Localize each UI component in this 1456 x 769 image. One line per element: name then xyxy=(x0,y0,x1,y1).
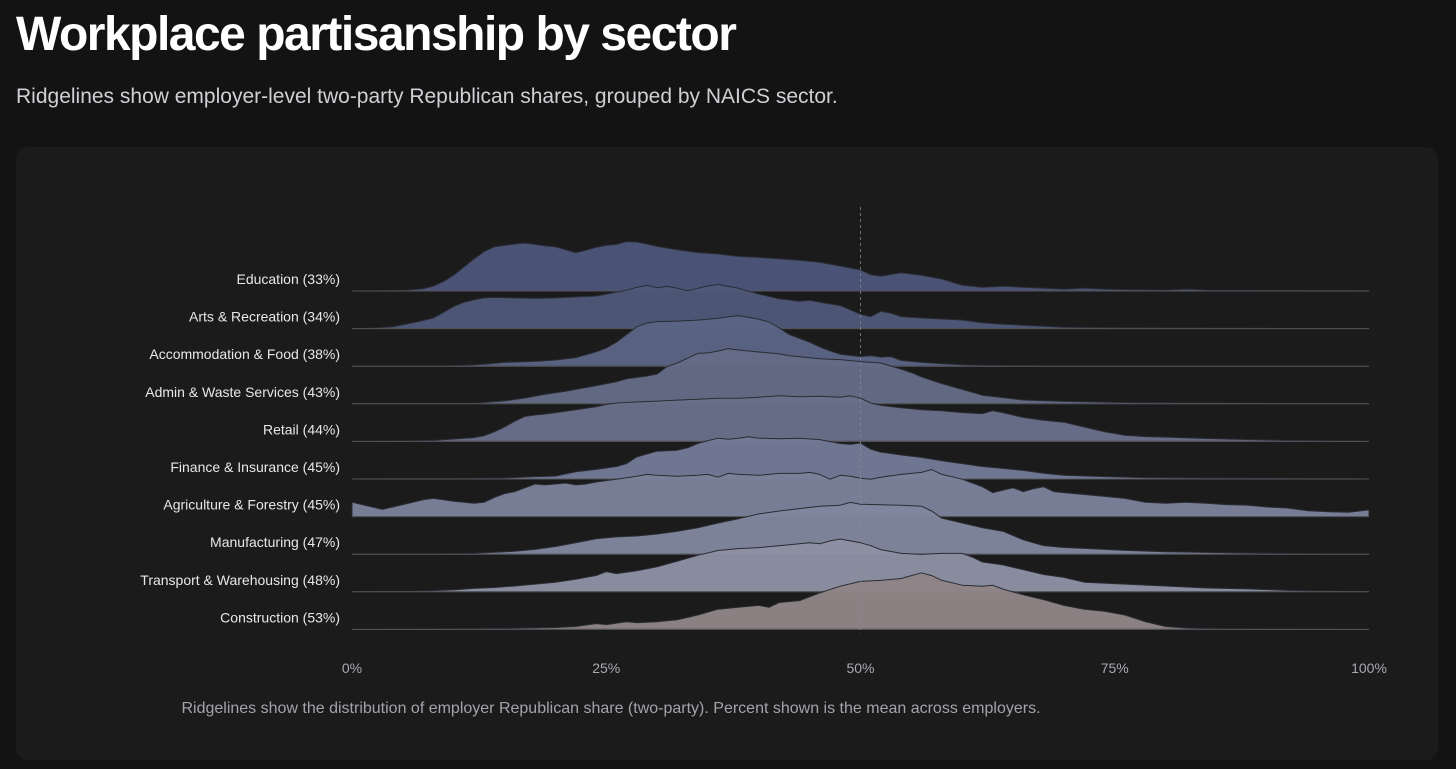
x-tick-label: 50% xyxy=(846,660,874,676)
x-tick-label: 75% xyxy=(1101,660,1129,676)
row-label-transport-and-warehousing: Transport & Warehousing (48%) xyxy=(140,572,340,588)
chart-card: Education (33%) Arts & Recreation (34%) Ac… xyxy=(16,147,1438,760)
x-tick-label: 25% xyxy=(592,660,620,676)
ridge-finance-and-insurance xyxy=(351,436,1370,480)
ridge-manufacturing xyxy=(351,501,1370,555)
row-label-education: Education (33%) xyxy=(236,271,340,287)
ridge-education xyxy=(351,241,1370,292)
row-label-admin-and-waste-services: Admin & Waste Services (43%) xyxy=(145,384,340,400)
ridge-accommodation-and-food xyxy=(351,315,1370,367)
ridge-agriculture-and-forestry xyxy=(351,469,1370,518)
row-label-agriculture-and-forestry: Agriculture & Forestry (45%) xyxy=(163,497,340,513)
ridge-transport-and-warehousing xyxy=(351,538,1370,593)
ridge-arts-and-recreation xyxy=(351,283,1370,330)
row-label-manufacturing: Manufacturing (47%) xyxy=(210,534,340,550)
chart-caption: Ridgelines show the distribution of empl… xyxy=(181,700,1040,717)
x-axis-ticks: 0% 25% 50% 75% 100% xyxy=(342,660,1387,676)
ridge-construction xyxy=(351,572,1370,630)
row-label-arts-and-recreation: Arts & Recreation (34%) xyxy=(189,309,340,325)
ridgeline-chart: Education (33%) Arts & Recreation (34%) Ac… xyxy=(140,207,1387,717)
page-subtitle: Ridgelines show employer-level two-party… xyxy=(16,85,838,108)
ridges-group xyxy=(351,241,1370,630)
x-tick-label: 0% xyxy=(342,660,362,676)
page-title: Workplace partisanship by sector xyxy=(16,8,737,61)
row-label-accommodation-and-food: Accommodation & Food (38%) xyxy=(149,346,340,362)
row-labels-group: Education (33%) Arts & Recreation (34%) Ac… xyxy=(140,271,340,625)
row-label-retail: Retail (44%) xyxy=(263,421,340,437)
row-label-finance-and-insurance: Finance & Insurance (45%) xyxy=(170,459,340,475)
row-label-construction: Construction (53%) xyxy=(220,609,340,625)
x-tick-label: 100% xyxy=(1351,660,1387,676)
